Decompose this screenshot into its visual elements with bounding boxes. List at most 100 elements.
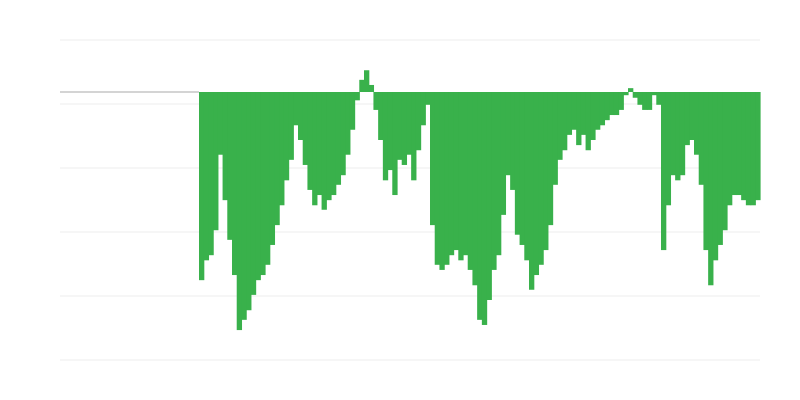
bar-110 xyxy=(717,92,723,245)
bar-89 xyxy=(618,92,624,110)
bar-115 xyxy=(741,92,747,201)
bar-53 xyxy=(448,92,455,256)
bar-64 xyxy=(500,92,507,215)
bar-97 xyxy=(656,92,662,105)
bar-30 xyxy=(340,92,346,176)
bar-117 xyxy=(750,92,756,206)
bar-48 xyxy=(425,92,431,105)
bar-83 xyxy=(590,92,596,140)
bar-76 xyxy=(557,92,563,160)
bar-94 xyxy=(642,92,648,110)
bar-91 xyxy=(628,88,634,92)
bar-81 xyxy=(580,92,587,135)
gridlines xyxy=(60,39,760,361)
bar-107 xyxy=(703,92,709,251)
bar-74 xyxy=(547,92,554,226)
bar-3 xyxy=(213,92,219,231)
bar-109 xyxy=(712,92,719,261)
bar-20 xyxy=(293,92,299,126)
bar-34 xyxy=(359,79,365,92)
bar-60 xyxy=(481,92,488,325)
bar-52 xyxy=(444,92,450,265)
bar-96 xyxy=(651,92,657,96)
bar-106 xyxy=(698,92,705,185)
bar-82 xyxy=(585,92,591,151)
bar-19 xyxy=(288,92,294,160)
bar-46 xyxy=(415,92,422,151)
bar-118 xyxy=(755,92,761,201)
bar-79 xyxy=(571,92,577,130)
bar-103 xyxy=(684,92,690,146)
bar-54 xyxy=(453,92,459,251)
bar-84 xyxy=(595,92,601,130)
bar-40 xyxy=(387,92,393,171)
bar-49 xyxy=(430,92,436,226)
bar-92 xyxy=(632,92,639,98)
bar-37 xyxy=(373,92,379,110)
bar-65 xyxy=(505,92,511,176)
bar-43 xyxy=(401,92,408,165)
bar-51 xyxy=(439,92,445,270)
bar-17 xyxy=(279,92,285,206)
bar-112 xyxy=(727,92,733,206)
bar-87 xyxy=(609,92,615,116)
bar-66 xyxy=(510,92,516,190)
bar-5 xyxy=(222,92,228,201)
bar-28 xyxy=(331,92,337,196)
bar-75 xyxy=(552,92,558,185)
bar-73 xyxy=(543,92,549,251)
bar-12 xyxy=(255,92,261,281)
bar-104 xyxy=(689,92,695,140)
bar-39 xyxy=(382,92,389,181)
bar-72 xyxy=(538,92,544,265)
bar-26 xyxy=(321,92,327,210)
bar-50 xyxy=(434,92,441,265)
bar-14 xyxy=(265,92,271,265)
bar-90 xyxy=(623,92,629,96)
bar-63 xyxy=(496,92,502,256)
bar-77 xyxy=(562,92,568,151)
bar-47 xyxy=(420,92,426,126)
bar-1 xyxy=(203,92,210,261)
bar-7 xyxy=(232,92,238,276)
bar-88 xyxy=(613,92,620,116)
bar-13 xyxy=(260,92,266,276)
bar-116 xyxy=(745,92,752,206)
bar-108 xyxy=(708,92,714,286)
bar-59 xyxy=(477,92,483,320)
bar-32 xyxy=(349,92,356,130)
bar-6 xyxy=(227,92,233,240)
bar-0 xyxy=(199,92,205,281)
bar-101 xyxy=(675,92,681,181)
bar-41 xyxy=(392,92,398,196)
bar-series xyxy=(199,70,761,331)
bar-71 xyxy=(533,92,540,276)
bar-15 xyxy=(269,92,276,245)
bar-4 xyxy=(217,92,224,155)
bar-25 xyxy=(316,92,323,196)
bar-100 xyxy=(670,92,676,176)
bar-57 xyxy=(467,92,474,270)
bar-42 xyxy=(397,92,403,160)
bar-80 xyxy=(576,92,582,146)
bar-44 xyxy=(406,92,412,155)
bar-67 xyxy=(514,92,521,235)
bar-33 xyxy=(354,92,360,101)
bar-70 xyxy=(529,92,535,290)
bar-98 xyxy=(661,92,667,251)
bar-27 xyxy=(326,92,332,201)
bar-62 xyxy=(491,92,497,270)
bar-58 xyxy=(472,92,478,286)
bar-29 xyxy=(335,92,342,185)
bar-78 xyxy=(566,92,573,135)
bar-31 xyxy=(345,92,351,155)
bar-23 xyxy=(307,92,313,190)
bar-45 xyxy=(411,92,417,181)
bar-10 xyxy=(246,92,252,311)
bar-68 xyxy=(519,92,525,245)
bar-11 xyxy=(250,92,257,295)
bar-114 xyxy=(736,92,742,196)
bar-18 xyxy=(283,92,290,181)
bar-9 xyxy=(241,92,247,320)
bar-8 xyxy=(236,92,243,331)
